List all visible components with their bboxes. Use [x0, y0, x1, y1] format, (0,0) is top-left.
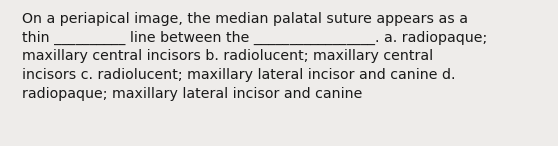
Text: On a periapical image, the median palatal suture appears as a
thin __________ li: On a periapical image, the median palata… [22, 12, 487, 101]
